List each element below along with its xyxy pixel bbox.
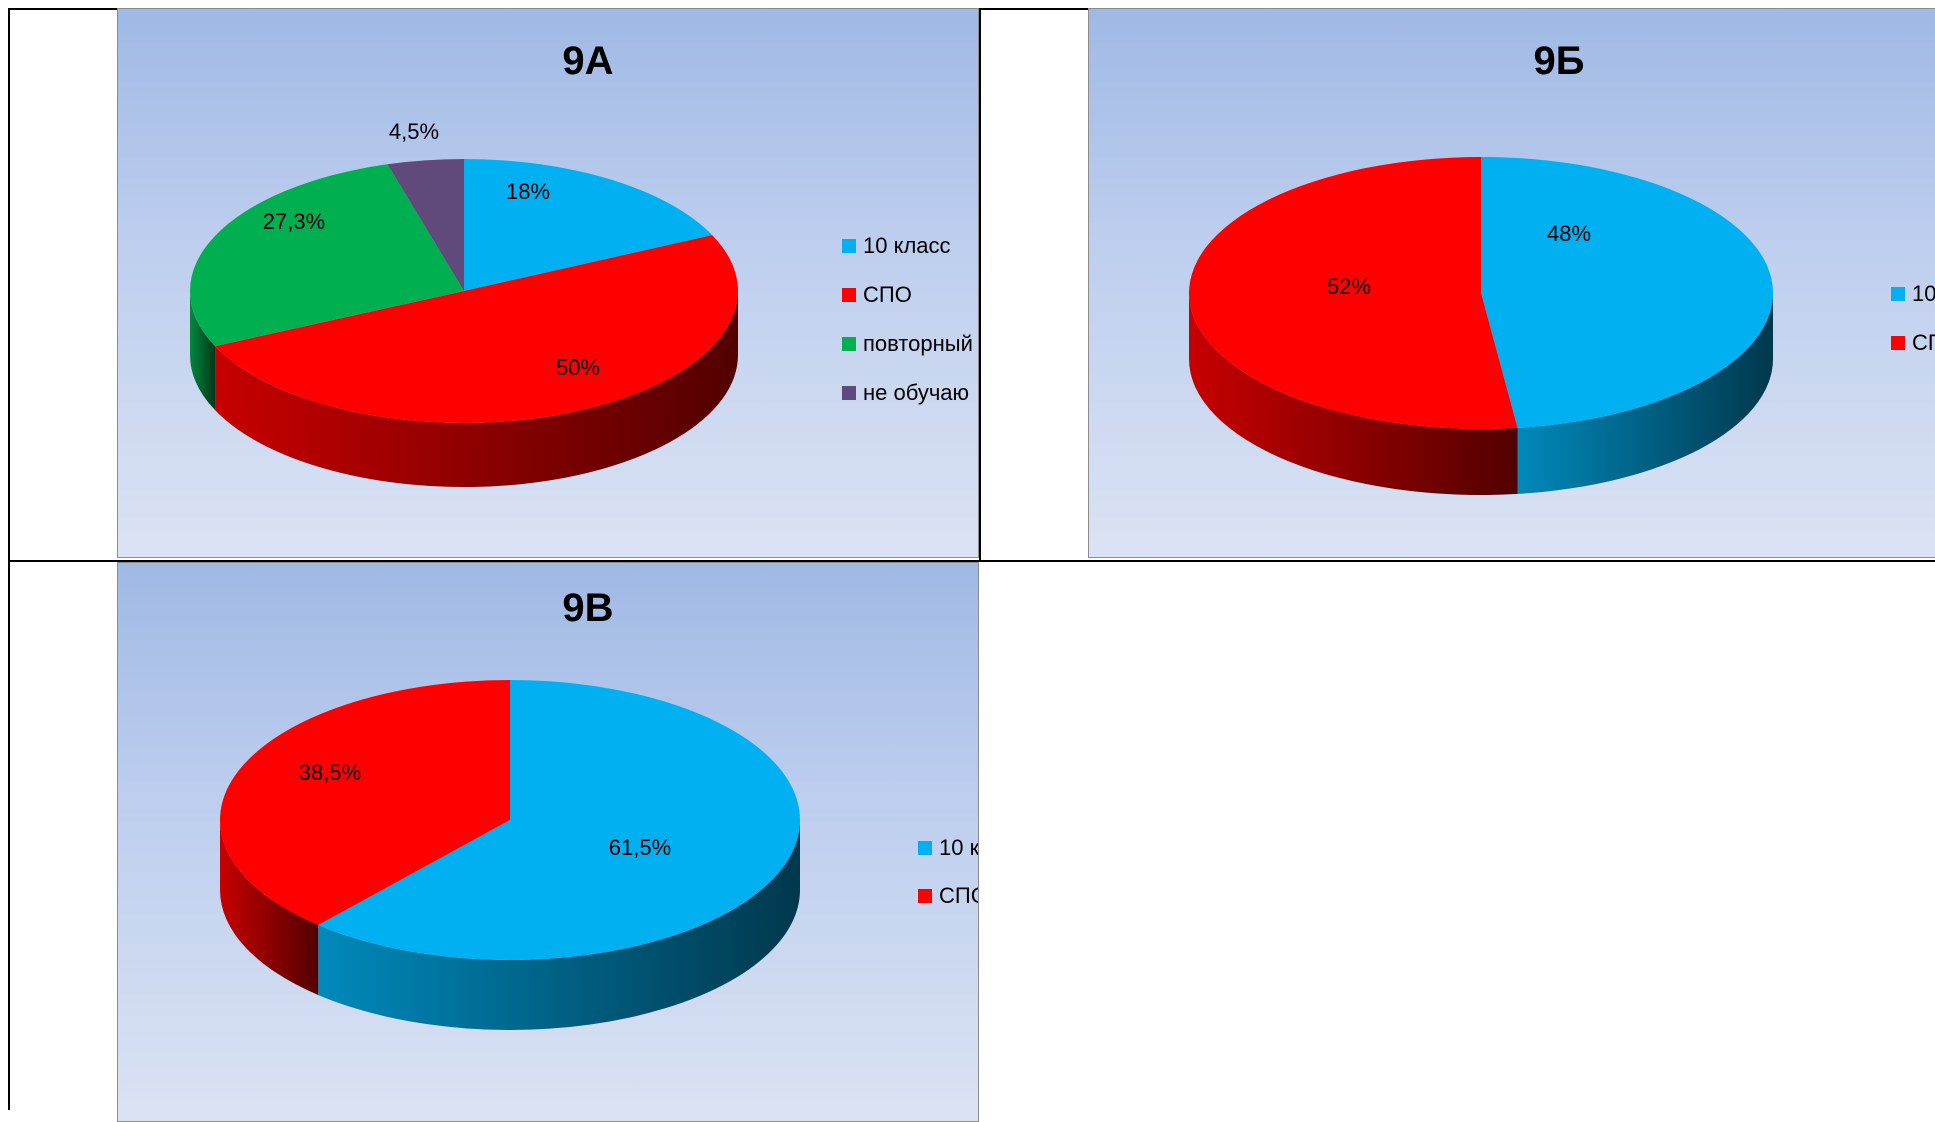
legend-swatch-1 (918, 889, 932, 903)
pie-side-1-0 (1189, 293, 1518, 495)
pie-slice-2 (190, 164, 464, 347)
legend-entry-2: повторный (863, 331, 973, 356)
pie-side-2-0 (190, 291, 216, 411)
legend-entry-1: СПС (939, 883, 979, 908)
table-center-border (979, 8, 981, 561)
data-label-0: 61,5% (609, 835, 671, 860)
pie-side-1-0 (220, 820, 319, 996)
pie-slice-1 (220, 680, 510, 926)
data-label-3: 4,5% (389, 119, 439, 144)
chart-title: 9Б (1534, 39, 1585, 83)
pie-side-0-0 (1517, 293, 1773, 494)
legend-entry-0: 10 класс (863, 233, 951, 258)
pie-chart-svg: 9А 18% 50% 27,3% 4,5% 10 класс СПО повторный не … (190, 39, 973, 488)
legend-swatch-1 (842, 288, 856, 302)
chart-title: 9А (562, 39, 613, 83)
data-label-0: 18% (506, 179, 550, 204)
data-label-1: 38,5% (299, 760, 361, 785)
pie-slice-0 (464, 159, 713, 291)
data-label-0: 48% (1547, 221, 1591, 246)
data-label-1: 52% (1327, 274, 1371, 299)
data-label-2: 27,3% (263, 209, 325, 234)
table-middle-border (8, 560, 1935, 562)
legend-swatch-2 (842, 337, 856, 351)
pie-side-0-0 (318, 820, 800, 1030)
legend-swatch-0 (918, 841, 932, 855)
legend-entry-0: 10 (1912, 281, 1935, 306)
chart-9v: 9В 61,5% 38,5% 10 к СПС (117, 562, 979, 1122)
legend-swatch-0 (1891, 287, 1905, 301)
chart-title: 9В (562, 586, 613, 630)
legend-entry-1: СП (1912, 330, 1935, 355)
legend-entry-0: 10 к (939, 835, 979, 860)
legend-swatch-0 (842, 239, 856, 253)
pie-slice-0 (318, 680, 800, 960)
legend-swatch-3 (842, 386, 856, 400)
pie-slice-3 (387, 159, 464, 291)
pie-chart-svg: 9В 61,5% 38,5% 10 к СПС (220, 586, 979, 1030)
pie-slice-1 (1189, 157, 1518, 429)
table-left-border (8, 8, 10, 1110)
legend-entry-3: не обучаю (863, 380, 969, 405)
pie-chart-svg: 9Б 48% 52% 10 СП (1189, 39, 1935, 495)
pie-slice-1 (215, 235, 738, 423)
pie-side-1-0 (215, 291, 738, 488)
legend-entry-1: СПО (863, 282, 912, 307)
legend-swatch-1 (1891, 336, 1905, 350)
chart-9b: 9Б 48% 52% 10 СП (1088, 8, 1935, 558)
data-label-1: 50% (556, 355, 600, 380)
chart-9a: 9А 18% 50% 27,3% 4,5% 10 класс СПО повторный не … (117, 8, 979, 558)
pie-slice-0 (1481, 157, 1774, 428)
